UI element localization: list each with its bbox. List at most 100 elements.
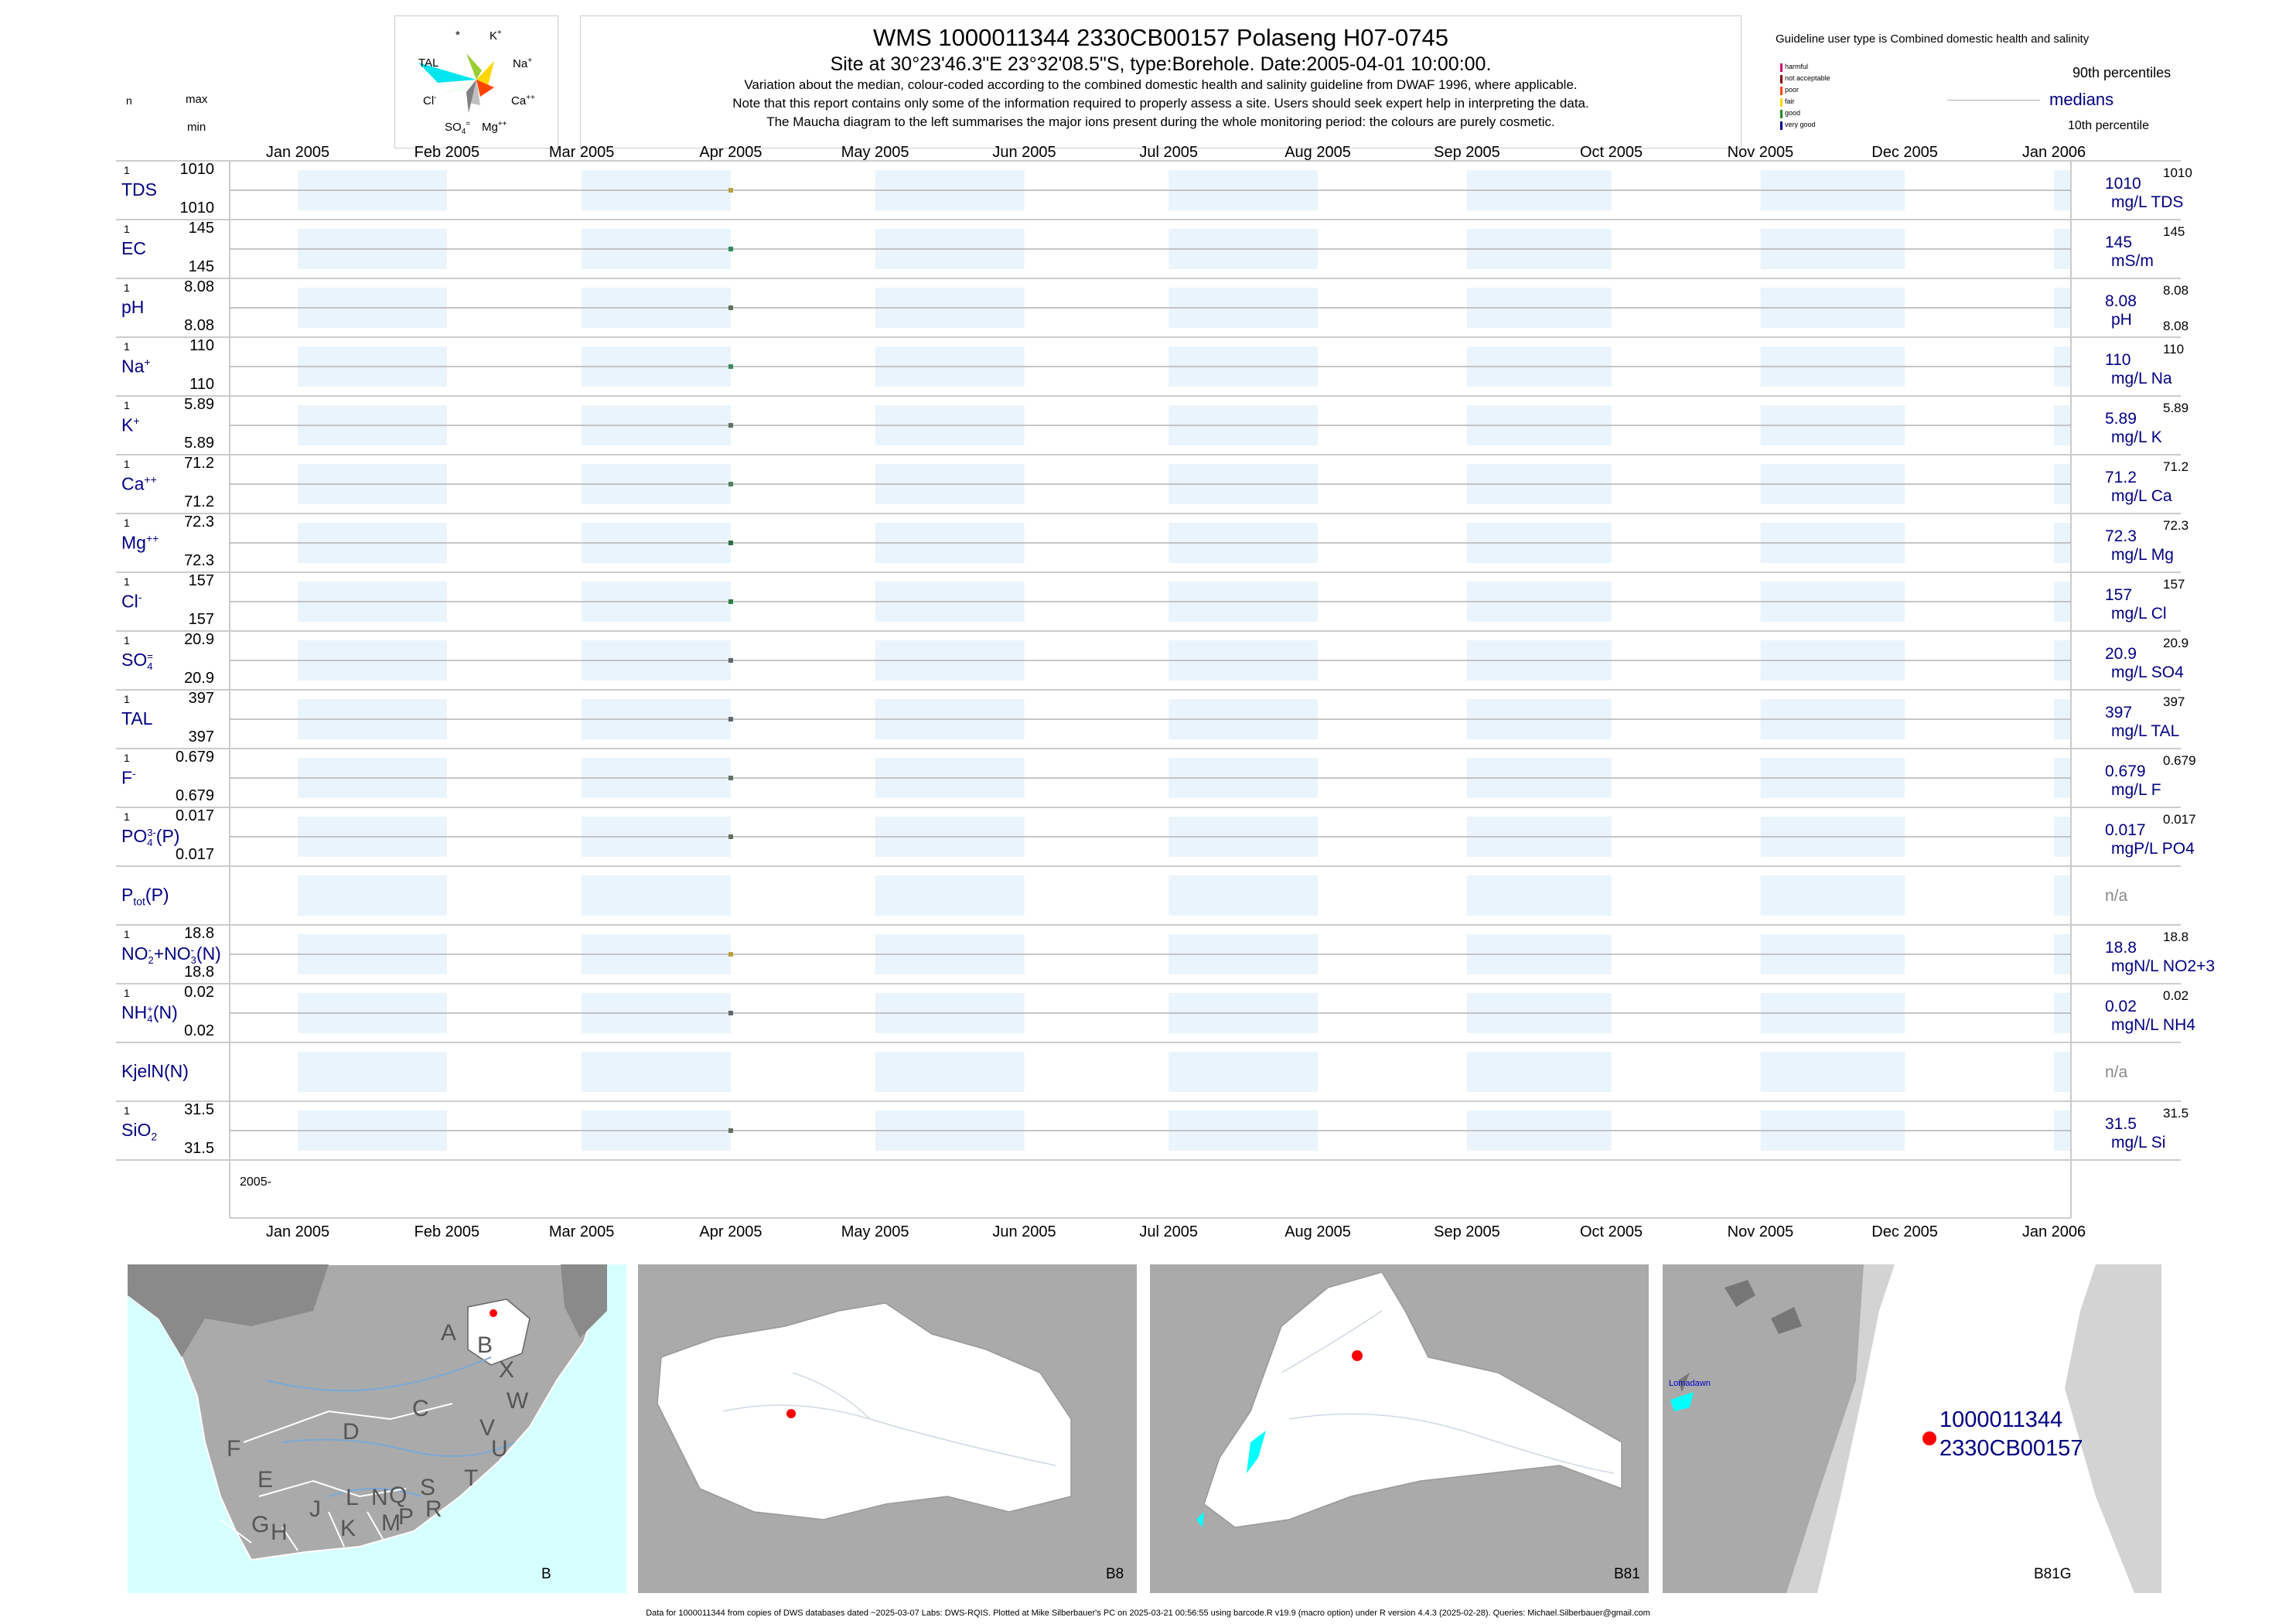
parameter-label: Cl- xyxy=(121,591,142,612)
maucha-shape xyxy=(418,53,494,113)
legend-class-5: very good xyxy=(1785,121,1816,128)
sample-count: 1 xyxy=(124,517,130,529)
barcode-chart xyxy=(116,160,2181,1219)
sample-point xyxy=(728,482,733,486)
unit-label: mg/L K xyxy=(2111,428,2162,446)
row-max-value: 397 xyxy=(188,690,214,707)
site-line: Site at 30°23'46.3"E 23°32'08.5"S, type:… xyxy=(830,53,1492,75)
footer: Data for 1000011344 from copies of DWS d… xyxy=(646,1609,1650,1618)
row-max-value: 1010 xyxy=(179,161,215,178)
region-letter-C: C xyxy=(412,1396,429,1421)
map-panel-b8-label: B8 xyxy=(1106,1566,1124,1582)
parameter-label: Ptot(P) xyxy=(121,885,169,908)
month-label-bottom: Jun 2005 xyxy=(992,1223,1056,1240)
sample-count: 1 xyxy=(124,399,130,411)
parameter-label: Na+ xyxy=(121,356,151,377)
title-box: WMS 1000011344 2330CB00157 Polaseng H07-… xyxy=(580,15,1742,148)
map-region-b xyxy=(467,1298,531,1366)
median-value: 397 xyxy=(2105,704,2133,722)
sample-count: 1 xyxy=(124,634,130,647)
sample-point xyxy=(728,658,733,663)
maucha-segment-so4 xyxy=(466,80,476,113)
legend-class-0: harmful xyxy=(1785,63,1809,70)
p90-value: 5.89 xyxy=(2163,401,2189,415)
parameter-label: EC xyxy=(121,238,146,258)
median-value: 1010 xyxy=(2105,175,2141,193)
row-min-value: 0.679 xyxy=(175,787,214,804)
maucha-segment-cl xyxy=(442,80,476,94)
month-band xyxy=(1466,1052,1612,1092)
maucha-so4-label: SO4= xyxy=(445,120,471,136)
month-label-bottom: Jan 2005 xyxy=(265,1223,330,1240)
month-label-top: Jan 2005 xyxy=(265,144,330,161)
sample-count: 1 xyxy=(124,693,130,705)
month-label-bottom: Nov 2005 xyxy=(1727,1223,1794,1240)
region-letter-E: E xyxy=(258,1467,274,1493)
legend-medians: medians xyxy=(2049,90,2114,109)
legend-class-3: fair xyxy=(1785,97,1795,105)
month-label-top: Oct 2005 xyxy=(1579,144,1643,161)
row-min-value: 31.5 xyxy=(184,1140,214,1157)
maucha-na-label: Na+ xyxy=(513,56,533,70)
unit-label: mgN/L NO2+3 xyxy=(2111,957,2216,975)
p90-value: 397 xyxy=(2163,694,2185,709)
map-b8-rivers xyxy=(722,1372,1056,1466)
note-1: Variation about the median, colour-coded… xyxy=(744,77,1578,92)
map-region-site-dot xyxy=(490,1309,497,1317)
sample-point xyxy=(728,1128,733,1133)
maucha-segment-na xyxy=(476,61,494,86)
maucha-segment-k xyxy=(466,53,482,80)
left-header-n: n xyxy=(126,94,132,107)
median-value: 8.08 xyxy=(2105,292,2137,310)
median-value: 71.2 xyxy=(2105,469,2137,486)
town-label: Lomadawn xyxy=(1669,1379,1711,1388)
month-band xyxy=(298,1052,447,1092)
sample-point xyxy=(728,188,733,193)
row-max-value: 20.9 xyxy=(184,631,214,648)
unit-label: pH xyxy=(2111,311,2132,329)
row-max-value: 72.3 xyxy=(184,513,214,531)
sample-point xyxy=(728,776,733,780)
sample-point xyxy=(728,717,733,722)
legend-color-3 xyxy=(1780,98,1783,107)
month-label-top: Nov 2005 xyxy=(1727,144,1794,161)
unit-label: mg/L Cl xyxy=(2111,605,2167,623)
month-band xyxy=(298,875,447,916)
p90-value: 31.5 xyxy=(2163,1106,2189,1121)
maucha-mg-label: Mg++ xyxy=(482,120,507,134)
region-letter-D: D xyxy=(343,1419,360,1445)
parameter-label: pH xyxy=(121,297,145,317)
sample-point xyxy=(728,599,733,604)
map-b81-rivers xyxy=(1281,1310,1615,1474)
region-letter-W: W xyxy=(507,1388,529,1414)
p90-value: 0.017 xyxy=(2163,812,2196,827)
parameter-label: Mg++ xyxy=(121,532,159,553)
map-b81-catchment xyxy=(1203,1271,1622,1528)
p10-value: 8.08 xyxy=(2163,319,2189,333)
maucha-k-label: K+ xyxy=(490,29,502,43)
month-label-bottom: Dec 2005 xyxy=(1871,1223,1938,1240)
month-band xyxy=(1168,875,1319,916)
legend-class-4: good xyxy=(1785,109,1801,117)
p90-value: 0.679 xyxy=(2163,753,2196,768)
note-3: The Maucha diagram to the left summarise… xyxy=(766,114,1555,129)
map-panel-b81: B81 xyxy=(1150,1264,1649,1593)
map-b8-catchment xyxy=(657,1302,1072,1520)
map-b8-svg xyxy=(657,1302,1072,1520)
row-max-value: 5.89 xyxy=(184,396,214,413)
map-site-id: 1000011344 xyxy=(1939,1407,2063,1432)
median-value: 20.9 xyxy=(2105,645,2137,663)
legend-color-1 xyxy=(1780,75,1783,84)
map-b81-site-dot xyxy=(1352,1350,1363,1361)
map-site-code: 2330CB00157 xyxy=(1939,1436,2083,1461)
maucha-star: * xyxy=(455,29,460,42)
month-band xyxy=(2054,875,2071,916)
month-label-top: Mar 2005 xyxy=(548,144,615,161)
row-max-value: 18.8 xyxy=(184,925,214,942)
row-min-value: 8.08 xyxy=(184,317,214,334)
sample-point xyxy=(728,364,733,369)
legend-class-2: poor xyxy=(1785,86,1800,94)
row-min-value: 0.017 xyxy=(175,846,214,863)
unit-label: mg/L SO4 xyxy=(2111,664,2184,681)
sample-count: 1 xyxy=(124,164,130,176)
